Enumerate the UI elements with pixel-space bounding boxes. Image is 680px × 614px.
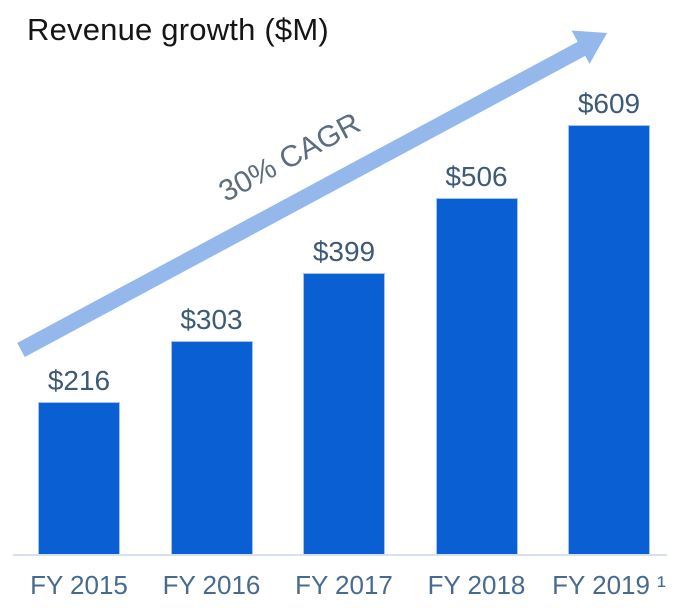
- bar-value-label-fy-2016: $303: [180, 304, 243, 335]
- bar-fy-2015: [38, 402, 120, 555]
- bar-value-label-fy-2017: $399: [312, 236, 376, 267]
- bar-fy-2018: [435, 198, 518, 555]
- x-axis-baseline: [13, 554, 667, 556]
- category-label-fy-2017: FY 2017: [295, 570, 393, 600]
- bar-fy-2017: [303, 273, 385, 555]
- category-label-fy-2015: FY 2015: [30, 570, 128, 600]
- bar-fy-2016: [170, 341, 253, 555]
- bar-value-label-fy-2015: $216: [47, 365, 111, 396]
- category-label-fy-2019: FY 2019 ¹: [552, 570, 666, 600]
- bar-value-label-fy-2018: $506: [445, 161, 508, 192]
- category-label-fy-2016: FY 2016: [162, 570, 261, 600]
- bar-value-label-fy-2019: $609: [577, 88, 641, 119]
- bar-fy-2019: [568, 125, 650, 555]
- category-label-fy-2018: FY 2018: [427, 570, 526, 600]
